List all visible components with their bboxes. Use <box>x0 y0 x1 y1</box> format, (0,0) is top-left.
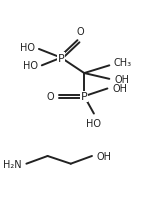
Text: H₂N: H₂N <box>3 159 22 169</box>
Text: HO: HO <box>20 43 35 53</box>
Text: O: O <box>77 27 84 37</box>
Text: O: O <box>47 92 54 102</box>
Text: OH: OH <box>112 84 127 94</box>
Text: OH: OH <box>97 151 112 161</box>
Text: HO: HO <box>86 119 101 129</box>
Text: OH: OH <box>114 74 129 84</box>
Text: CH₃: CH₃ <box>113 58 131 68</box>
Text: P: P <box>81 92 88 102</box>
Text: HO: HO <box>23 61 38 71</box>
Text: P: P <box>58 53 65 63</box>
